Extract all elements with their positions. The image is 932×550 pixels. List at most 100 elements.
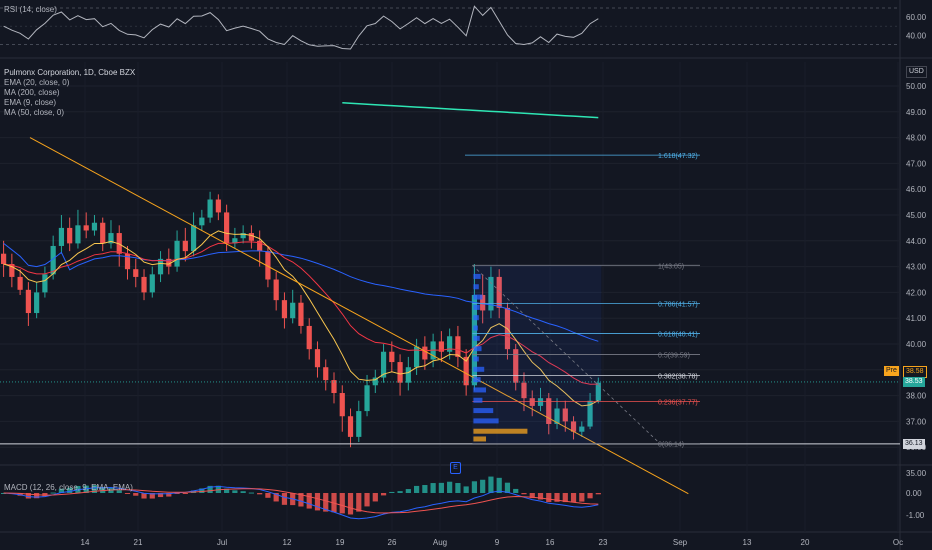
earnings-marker-icon[interactable]: E [450, 462, 461, 474]
candle[interactable] [149, 274, 155, 293]
candle[interactable] [562, 408, 568, 422]
candle[interactable] [364, 385, 370, 412]
candle[interactable] [215, 199, 221, 213]
legend-ema20[interactable]: EMA (20, close, 0) [4, 78, 70, 87]
candle[interactable] [579, 426, 585, 432]
candle[interactable] [380, 351, 387, 378]
candle[interactable] [257, 240, 263, 252]
candle[interactable] [34, 292, 40, 314]
macd-histogram-bar [513, 488, 519, 493]
candle[interactable] [42, 274, 48, 293]
candle[interactable] [17, 276, 23, 290]
candle[interactable] [521, 382, 527, 399]
candle[interactable] [190, 225, 197, 252]
candle[interactable] [447, 336, 453, 352]
candle[interactable] [9, 264, 15, 277]
ma50-line[interactable] [3, 243, 599, 342]
candle[interactable] [480, 294, 486, 311]
symbol-title[interactable]: Pulmonx Corporation, 1D, Cboe BZX [4, 68, 136, 77]
candle[interactable] [199, 217, 205, 226]
candle[interactable] [25, 289, 31, 314]
legend-ma50[interactable]: MA (50, close, 0) [4, 108, 65, 117]
last-price-tag: 38.53 [903, 377, 925, 387]
candle[interactable] [166, 258, 172, 267]
macd-histogram-bar [199, 488, 205, 493]
candle[interactable] [50, 245, 56, 275]
candle[interactable] [323, 367, 329, 381]
ma200-line[interactable] [342, 102, 599, 119]
candle[interactable] [463, 356, 469, 386]
ema20-line[interactable] [3, 241, 599, 385]
candle[interactable] [587, 400, 593, 427]
candle[interactable] [91, 222, 98, 231]
macd-tick-label: 35.00 [906, 469, 927, 478]
candle[interactable] [414, 346, 420, 368]
candle[interactable] [389, 351, 395, 363]
macd-histogram-bar [265, 493, 271, 498]
macd-signal-line[interactable] [3, 488, 599, 514]
price-tick-label: 40.00 [906, 340, 927, 349]
candle[interactable] [397, 362, 403, 383]
candle[interactable] [347, 416, 354, 437]
candle[interactable] [67, 227, 73, 244]
candle[interactable] [546, 398, 552, 424]
macd-histogram-bar [50, 492, 56, 494]
candle[interactable] [496, 276, 502, 308]
candle[interactable] [182, 240, 188, 252]
candle[interactable] [248, 233, 254, 241]
candle[interactable] [174, 240, 180, 267]
macd-line[interactable] [3, 485, 599, 520]
currency-badge[interactable]: USD [906, 66, 927, 78]
macd-histogram-bar [133, 493, 139, 496]
ema9-line[interactable] [3, 230, 599, 407]
candle[interactable] [455, 336, 461, 357]
candle[interactable] [124, 253, 131, 270]
candle[interactable] [1, 253, 7, 265]
macd-histogram-bar [157, 493, 164, 498]
time-tick-label: Aug [433, 538, 447, 547]
candle[interactable] [207, 199, 213, 218]
macd-histogram-bar [207, 485, 213, 493]
candle[interactable] [83, 225, 89, 231]
macd-histogram-bar [232, 490, 238, 493]
candle[interactable] [100, 222, 106, 244]
candle[interactable] [298, 302, 304, 326]
candle[interactable] [58, 227, 65, 246]
candle[interactable] [537, 398, 544, 406]
candle[interactable] [157, 258, 164, 275]
candle[interactable] [422, 346, 428, 360]
legend-ma200[interactable]: MA (200, close) [4, 88, 60, 97]
candle[interactable] [75, 225, 81, 244]
candle[interactable] [339, 393, 345, 417]
candle[interactable] [356, 411, 362, 437]
macd-histogram-bar [570, 493, 577, 503]
candle[interactable] [133, 269, 139, 277]
candle[interactable] [265, 251, 271, 280]
price-tick-label: 44.00 [906, 237, 927, 246]
candle[interactable] [116, 233, 122, 254]
candle[interactable] [306, 325, 312, 350]
candle[interactable] [513, 349, 519, 383]
candle[interactable] [372, 377, 378, 386]
candle[interactable] [529, 398, 535, 406]
candle[interactable] [141, 276, 147, 293]
candle[interactable] [281, 300, 288, 319]
candle[interactable] [438, 341, 444, 352]
candle[interactable] [488, 276, 494, 311]
candle[interactable] [290, 302, 296, 319]
candle[interactable] [232, 238, 238, 244]
candle[interactable] [314, 349, 321, 368]
candle[interactable] [240, 233, 246, 239]
candle[interactable] [554, 408, 560, 424]
candle[interactable] [108, 233, 114, 244]
candle[interactable] [570, 421, 577, 432]
candle[interactable] [405, 367, 411, 383]
candle[interactable] [273, 279, 279, 301]
candle[interactable] [595, 382, 601, 401]
trendline[interactable] [29, 137, 689, 495]
candle[interactable] [331, 380, 337, 394]
rsi-line[interactable] [3, 5, 599, 50]
legend-ema9[interactable]: EMA (9, close) [4, 98, 57, 107]
candle[interactable] [224, 212, 230, 244]
